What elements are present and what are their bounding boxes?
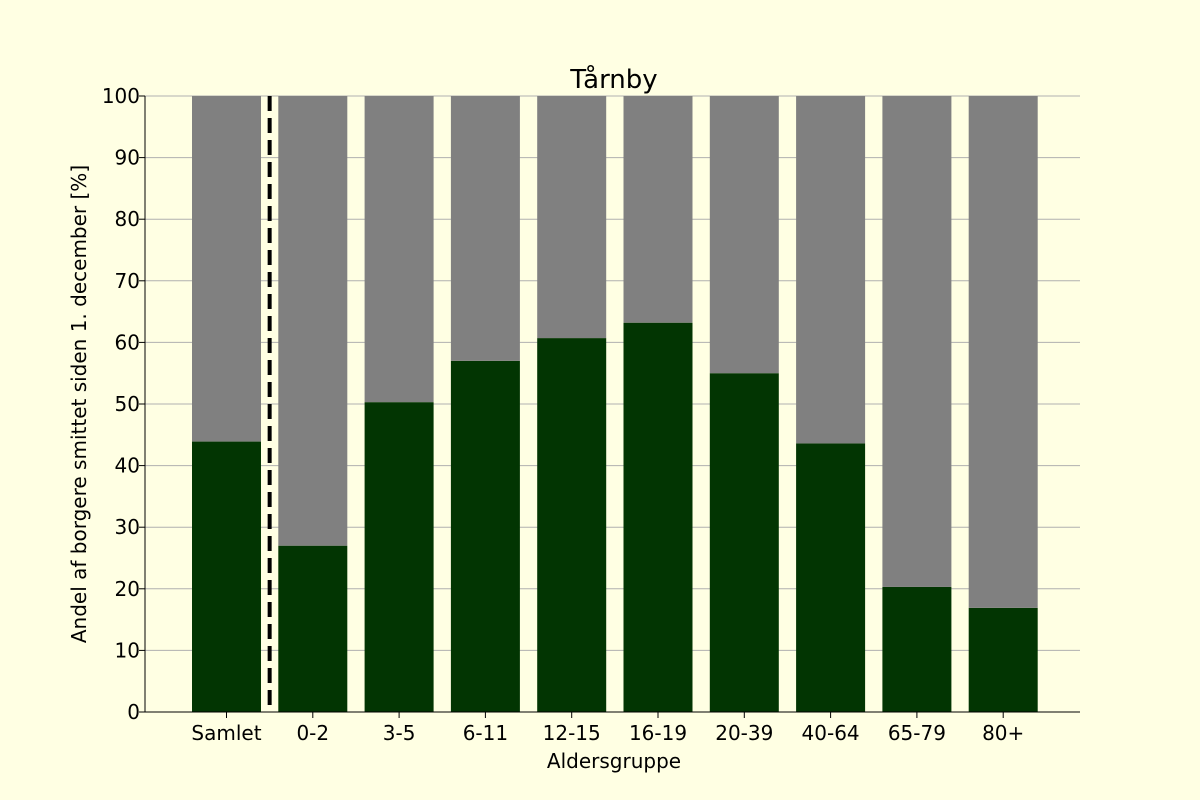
y-tick-label-70: 70 — [115, 269, 140, 293]
x-tick-label-6-11: 6-11 — [463, 721, 508, 745]
y-tick-label-90: 90 — [115, 146, 140, 170]
bar-0-2-series-0 — [278, 545, 348, 712]
bar-40-64-series-1 — [796, 96, 866, 444]
bar-80+-series-1 — [968, 96, 1038, 608]
label-layer: 0 10 20 30 40 50 60 70 80 90 100 Samlet 0-2 3-5 6-11 12… — [102, 84, 1024, 745]
bar-40-64-series-0 — [796, 443, 866, 712]
bar-65-79-series-1 — [882, 96, 952, 587]
x-tick-label-20-39: 20-39 — [715, 721, 773, 745]
bar-20-39-series-0 — [709, 373, 779, 712]
bar-16-19-series-0 — [623, 322, 693, 712]
bar-16-19-series-1 — [623, 96, 693, 323]
bar-80+-series-0 — [968, 607, 1038, 712]
x-tick-label-3-5: 3-5 — [383, 721, 416, 745]
y-tick-label-0: 0 — [127, 700, 140, 724]
x-tick-label-80+: 80+ — [982, 721, 1024, 745]
axis-layer — [139, 95, 1080, 718]
y-tick-label-40: 40 — [115, 454, 140, 478]
bar-Samlet-series-1 — [192, 96, 261, 442]
y-tick-label-100: 100 — [102, 84, 140, 108]
y-tick-label-60: 60 — [115, 330, 140, 354]
bar-65-79-series-0 — [882, 586, 952, 712]
y-tick-label-50: 50 — [115, 392, 140, 416]
x-axis-title: Aldersgruppe — [547, 749, 681, 773]
x-tick-label-65-79: 65-79 — [888, 721, 946, 745]
bar-12-15-series-0 — [537, 338, 607, 712]
x-tick-label-0-2: 0-2 — [296, 721, 329, 745]
y-tick-label-80: 80 — [115, 207, 140, 231]
y-tick-label-20: 20 — [115, 577, 140, 601]
bar-3-5-series-0 — [364, 402, 434, 712]
bar-6-11-series-0 — [450, 360, 520, 712]
bar-6-11-series-1 — [450, 96, 520, 361]
bars-layer — [192, 96, 1038, 712]
x-tick-label-40-64: 40-64 — [802, 721, 860, 745]
y-tick-label-30: 30 — [115, 515, 140, 539]
bar-3-5-series-1 — [364, 96, 434, 403]
y-tick-label-10: 10 — [115, 638, 140, 662]
x-tick-label-12-15: 12-15 — [543, 721, 601, 745]
bar-Samlet-series-0 — [192, 441, 261, 712]
y-axis-title: Andel af borgere smittet siden 1. decemb… — [67, 165, 91, 643]
chart-title: Tårnby — [569, 64, 657, 95]
x-tick-label-16-19: 16-19 — [629, 721, 687, 745]
bar-12-15-series-1 — [537, 96, 607, 339]
bar-20-39-series-1 — [709, 96, 779, 374]
bar-0-2-series-1 — [278, 96, 348, 546]
x-tick-label-Samlet: Samlet — [191, 721, 261, 745]
